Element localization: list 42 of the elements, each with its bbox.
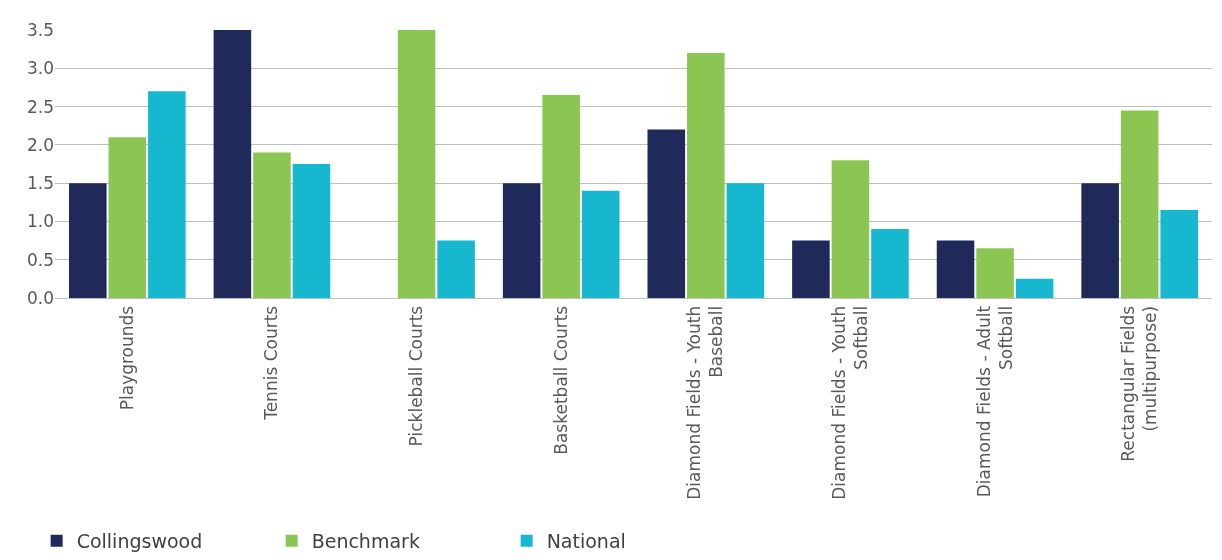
y-tick-label: 2.5 [26,96,54,117]
y-tick-label: 2.0 [26,134,54,155]
bar [253,152,291,298]
bar [292,164,331,298]
x-tick-label: Basketball Courts [550,305,571,455]
bar [726,183,765,298]
bar [148,91,186,298]
x-tick-label: Pickleball Courts [406,305,427,447]
x-tick-label: Rectangular Fields (multipurpose) [1118,305,1161,462]
bar [69,183,107,298]
bar [581,190,620,298]
bar [502,183,541,298]
bar [1081,183,1119,298]
y-tick-label: 1.5 [26,173,54,194]
x-tick-label: Playgrounds [116,305,137,411]
y-tick-label: 3.5 [26,19,54,40]
x-tick-label: Diamond Fields - Adult Softball [973,305,1016,498]
legend-label: National [546,530,626,553]
bar [1160,209,1198,298]
y-tick-label: 0.5 [26,249,54,270]
bar [1015,278,1054,298]
bar [871,229,909,298]
x-tick-label: Diamond Fields - Youth Baseball [684,305,727,500]
bar [647,129,686,298]
bar [936,240,975,298]
y-tick-label: 0.0 [26,287,54,308]
y-tick-label: 3.0 [26,58,54,79]
legend-label: Benchmark [311,530,420,553]
bar [792,240,830,298]
x-tick-label: Diamond Fields - Youth Softball [828,305,872,500]
x-tick-label: Tennis Courts [261,305,282,421]
bar [108,137,147,298]
bar [397,30,436,298]
bar [976,248,1014,298]
bar [213,30,252,298]
bar [437,240,475,298]
legend-label: Collingswood [76,530,203,553]
bar [1120,110,1159,298]
bar [542,95,580,298]
bar [687,52,725,298]
bar [831,160,870,298]
y-tick-label: 1.0 [26,211,54,232]
